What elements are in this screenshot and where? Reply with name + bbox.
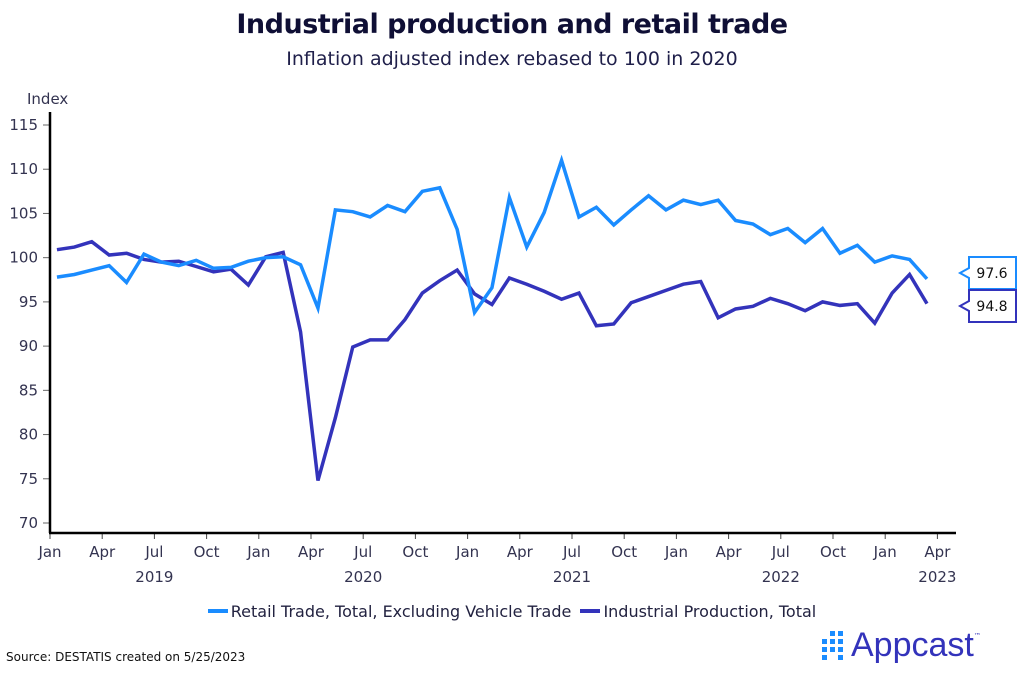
last-value-callouts: 97.6 94.8 [957,256,1017,323]
x-tick-label: Apr [924,543,951,561]
legend-label-retail: Retail Trade, Total, Excluding Vehicle T… [230,601,572,621]
x-tick-label: Jan [246,543,270,561]
y-tick-label: 80 [19,426,38,444]
retail-last-value-callout: 97.6 [957,256,1017,290]
x-tick-label: Jul [562,543,581,561]
y-tick-label: 105 [9,204,38,222]
legend-label-industrial: Industrial Production, Total [603,601,817,621]
x-tick-label: Apr [716,543,743,561]
legend-item-industrial[interactable]: Industrial Production, Total [580,602,816,621]
legend-swatch-retail [207,609,228,613]
x-tick-label: Apr [507,543,534,561]
legend-swatch-industrial [580,609,601,613]
retail-trade-line [56,154,929,317]
y-tick-label: 85 [19,381,38,399]
y-axis: 70 75 80 85 90 95 100 105 110 115 [9,116,50,532]
x-tick-label: Jul [771,543,790,561]
y-tick-label: 110 [9,160,38,178]
y-tick-label: 115 [9,116,38,134]
y-tick-label: 95 [19,293,38,311]
x-tick-label: Apr [89,543,116,561]
appcast-logo: Appcast ™ [822,626,981,665]
x-year-label: 2019 [135,568,173,586]
grid-dots-icon [822,631,843,660]
y-tick-label: 75 [19,470,38,488]
x-tick-label: Apr [298,543,325,561]
chart-title: Industrial production and retail trade [236,9,788,40]
x-tick-label: Oct [611,543,637,561]
line-chart: Index 70 75 80 85 90 95 100 105 110 115 Jan Apr Jul… [9,90,1017,586]
x-axis: Jan Apr Jul Oct Jan Apr Jul Oct Jan Apr Jul Oct Jan A… [37,533,956,586]
source-note: Source: DESTATIS created on 5/25/2023 [6,650,246,664]
x-tick-label: Jul [353,543,372,561]
industrial-last-value-callout: 94.8 [957,289,1017,323]
y-tick-label: 90 [19,337,38,355]
y-tick-label: 100 [9,249,38,267]
callout-box [957,289,1017,323]
x-tick-label: Jan [873,543,897,561]
x-year-label: 2023 [918,568,956,586]
logo-trademark: ™ [973,632,981,640]
x-tick-label: Oct [402,543,428,561]
x-tick-label: Jul [144,543,163,561]
callout-box [957,256,1017,290]
industrial-production-line [56,239,929,482]
legend-item-retail[interactable]: Retail Trade, Total, Excluding Vehicle T… [207,601,572,621]
x-year-label: 2022 [762,568,800,586]
x-tick-label: Jan [455,543,479,561]
y-tick-label: 70 [19,514,38,532]
x-year-label: 2020 [344,568,382,586]
x-tick-label: Jan [37,543,61,561]
logo-text: Appcast [851,626,974,664]
x-tick-label: Oct [820,543,846,561]
plot-area [56,154,929,482]
callout-value: 94.8 [976,299,1007,315]
chart-subtitle: Inflation adjusted index rebased to 100 … [286,48,738,70]
callout-value: 97.6 [976,266,1007,282]
legend: Retail Trade, Total, Excluding Vehicle T… [0,598,1024,621]
x-tick-label: Oct [194,543,220,561]
x-year-label: 2021 [553,568,591,586]
x-tick-label: Jan [664,543,688,561]
y-axis-label: Index [27,90,68,108]
